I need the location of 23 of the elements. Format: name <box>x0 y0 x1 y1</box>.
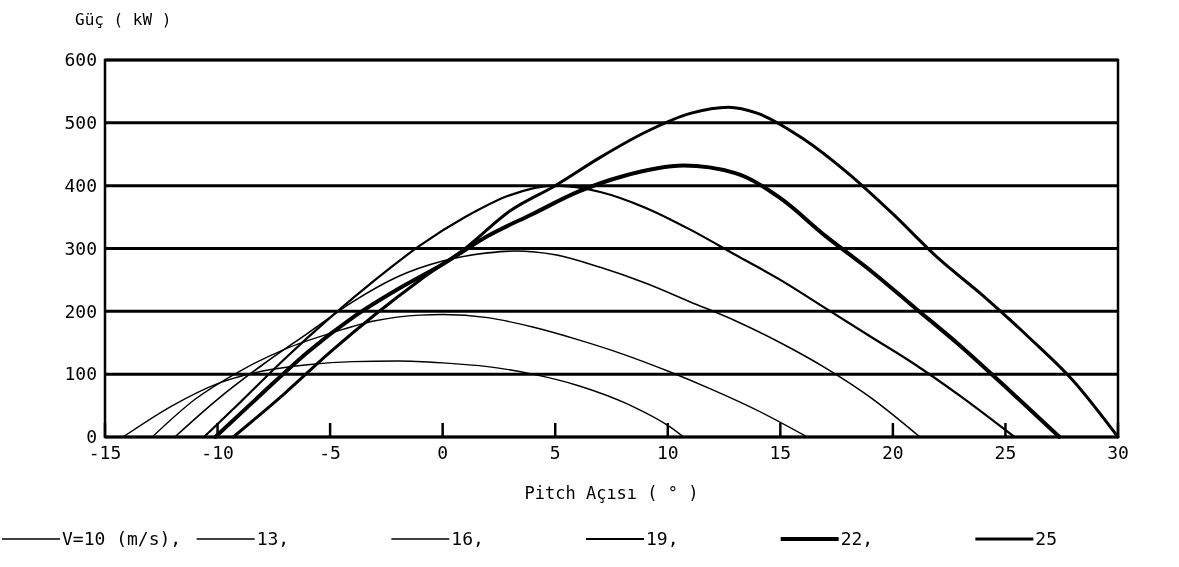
y-tick-label: 600 <box>64 49 97 71</box>
x-tick-label: 15 <box>769 442 792 463</box>
x-tick-label: 10 <box>656 442 679 463</box>
legend-label: 19, <box>646 528 679 549</box>
x-tick-label: -10 <box>201 442 234 463</box>
x-tick-label: -5 <box>319 442 341 463</box>
x-tick-label: 25 <box>994 442 1017 463</box>
legend-label: 13, <box>256 528 290 549</box>
y-tick-label: 400 <box>64 174 97 196</box>
y-tick-label: 100 <box>64 363 97 385</box>
x-tick-label: 30 <box>1107 442 1129 463</box>
y-tick-label: 300 <box>64 237 97 259</box>
y-tick-label: 500 <box>64 112 97 134</box>
x-axis-title: Pitch Açısı ( ° ) <box>524 483 699 503</box>
x-tick-label: 5 <box>549 442 561 463</box>
x-tick-label: 0 <box>437 442 449 463</box>
legend-label: V=10 (m/s), <box>62 528 182 549</box>
y-axis-title: Güç ( kW ) <box>75 10 172 29</box>
y-tick-label: 200 <box>64 300 97 322</box>
legend-label: 16, <box>451 528 484 549</box>
x-tick-label: 20 <box>882 442 904 463</box>
legend-label: 22, <box>840 528 874 549</box>
legend-label: 25 <box>1035 528 1058 549</box>
